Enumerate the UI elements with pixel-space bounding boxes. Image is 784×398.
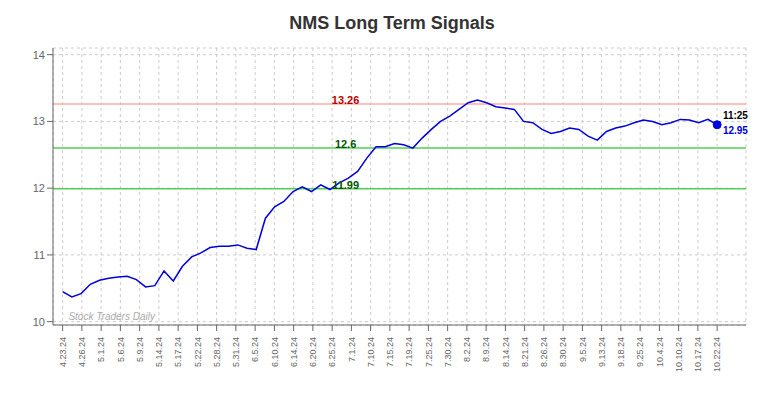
svg-text:9.25.24: 9.25.24 <box>635 337 645 367</box>
svg-text:9.5.24: 9.5.24 <box>578 337 588 362</box>
svg-text:12.6: 12.6 <box>335 138 356 150</box>
svg-text:8.21.24: 8.21.24 <box>520 337 530 367</box>
svg-text:9.18.24: 9.18.24 <box>616 337 626 367</box>
svg-text:5.22.24: 5.22.24 <box>193 337 203 367</box>
svg-text:5.1.24: 5.1.24 <box>96 337 106 362</box>
svg-text:12: 12 <box>33 182 45 194</box>
svg-text:8.26.24: 8.26.24 <box>539 337 549 367</box>
svg-text:11:25: 11:25 <box>723 110 748 121</box>
svg-text:6.14.24: 6.14.24 <box>289 337 299 367</box>
svg-text:10.4.24: 10.4.24 <box>655 337 665 367</box>
svg-text:5.28.24: 5.28.24 <box>212 337 222 367</box>
svg-text:12.95: 12.95 <box>723 125 748 136</box>
svg-text:11: 11 <box>34 249 45 261</box>
svg-text:9.13.24: 9.13.24 <box>597 337 607 367</box>
svg-text:5.6.24: 5.6.24 <box>116 337 126 362</box>
svg-text:11.99: 11.99 <box>332 179 359 191</box>
svg-text:14: 14 <box>33 49 45 61</box>
svg-text:10.22.24: 10.22.24 <box>712 337 722 372</box>
svg-text:7.1.24: 7.1.24 <box>347 337 357 362</box>
svg-text:7.25.24: 7.25.24 <box>424 337 434 367</box>
html-text:NMS Long Term Signals: NMS Long Term Signals <box>289 13 495 33</box>
svg-text:13: 13 <box>33 115 45 127</box>
svg-text:7.10.24: 7.10.24 <box>366 337 376 367</box>
svg-text:5.31.24: 5.31.24 <box>231 337 241 367</box>
svg-text:6.10.24: 6.10.24 <box>270 337 280 367</box>
svg-text:8.2.24: 8.2.24 <box>462 337 472 362</box>
svg-text:6.20.24: 6.20.24 <box>308 337 318 367</box>
svg-text:8.14.24: 8.14.24 <box>501 337 511 367</box>
svg-text:7.30.24: 7.30.24 <box>443 337 453 367</box>
svg-text:10: 10 <box>33 316 45 328</box>
svg-text:6.25.24: 6.25.24 <box>327 337 337 367</box>
svg-text:5.14.24: 5.14.24 <box>154 337 164 367</box>
svg-text:4.26.24: 4.26.24 <box>77 337 87 367</box>
svg-text:13.26: 13.26 <box>332 94 360 106</box>
svg-text:10.10.24: 10.10.24 <box>674 337 684 372</box>
svg-text:8.30.24: 8.30.24 <box>558 337 568 367</box>
svg-text:5.9.24: 5.9.24 <box>135 337 145 362</box>
svg-text:10.17.24: 10.17.24 <box>693 337 703 372</box>
svg-text:5.17.24: 5.17.24 <box>173 337 183 367</box>
svg-text:7.15.24: 7.15.24 <box>385 337 395 367</box>
svg-text:7.19.24: 7.19.24 <box>404 337 414 367</box>
svg-text:Stock Traders Daily: Stock Traders Daily <box>68 311 156 322</box>
svg-text:6.5.24: 6.5.24 <box>250 337 260 362</box>
svg-text:4.23.24: 4.23.24 <box>58 337 68 367</box>
svg-text:8.9.24: 8.9.24 <box>481 337 491 362</box>
